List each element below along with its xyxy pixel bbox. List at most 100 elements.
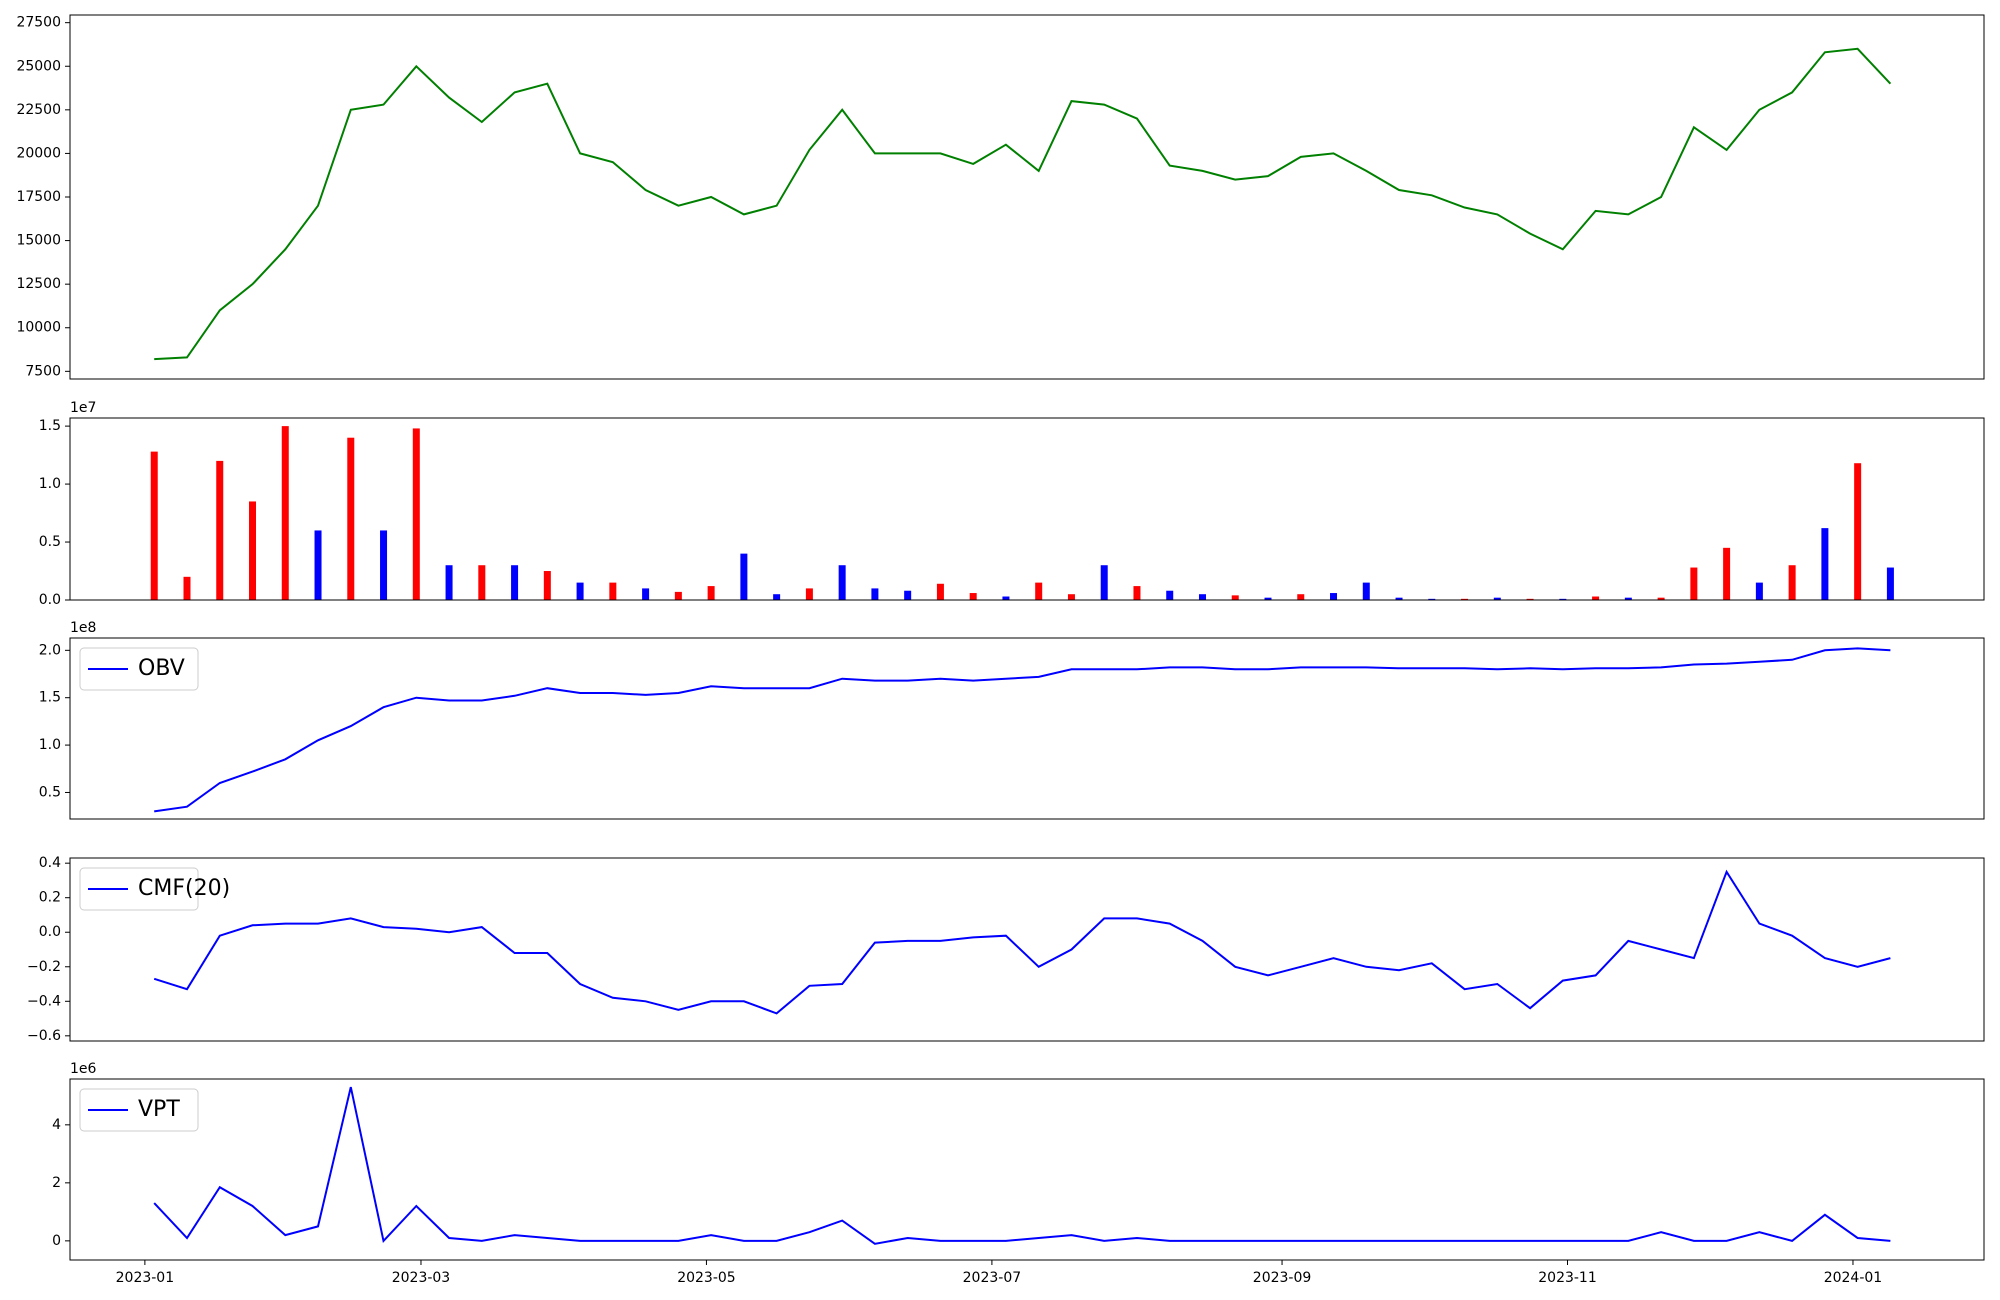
bar [183,576,191,600]
axes-frame [69,637,1985,820]
y-tick-label: 1.5 [39,690,61,706]
bar [1100,565,1108,600]
y-tick-label: −0.4 [27,993,61,1009]
bar [1526,598,1534,600]
bar [1264,597,1272,600]
bar [904,590,912,600]
y-tick-label: 25000 [16,58,61,74]
bar [1461,598,1469,600]
axes-frame [69,14,1985,380]
x-tick-label: 2023-05 [677,1270,736,1286]
y-offset-label: 1e6 [70,1061,97,1077]
bar [936,583,944,600]
bar [1788,565,1796,600]
axes-frame [69,417,1985,601]
bar [1297,594,1305,600]
bar [1002,596,1010,600]
y-tick-label: 7500 [25,363,61,379]
bar [871,588,879,600]
bar [1592,596,1600,600]
line [154,647,1891,813]
legend-label: OBV [138,656,185,681]
y-tick-label: 1.0 [39,476,61,492]
bar [543,571,551,600]
bar [576,582,584,600]
bar [1035,582,1043,600]
bar [1821,528,1829,600]
axes-frame [69,1078,1985,1261]
bar [249,501,257,600]
bar [1559,598,1567,600]
bar [281,426,289,600]
y-tick-label: 0.4 [39,855,61,871]
y-tick-label: 0.0 [39,924,61,940]
y-tick-label: 0 [52,1233,61,1249]
bar [1231,595,1239,600]
bar [150,451,158,600]
bar [1395,597,1403,600]
bar [445,565,453,600]
bar [1330,593,1338,600]
y-tick-label: 0.2 [39,890,61,906]
y-tick-label: 1.0 [39,737,61,753]
bar [674,591,682,600]
bar [347,437,355,600]
y-tick-label: 0.5 [39,534,61,550]
x-tick-label: 2024-01 [1824,1270,1883,1286]
bar [1133,586,1141,600]
legend-label: CMF(20) [138,876,230,901]
bar [412,428,420,600]
axes-frame [69,857,1985,1042]
bar [1428,598,1436,600]
legend-label: VPT [138,1097,180,1122]
y-tick-label: 27500 [16,15,61,31]
legend-box [79,867,199,911]
line [153,869,1891,1015]
bar [642,588,650,600]
bar [1723,547,1731,600]
bar [805,588,813,600]
x-tick-label: 2023-09 [1253,1270,1312,1286]
y-tick-label: −0.2 [27,959,61,975]
bar [1362,582,1370,600]
y-tick-label: 2.0 [39,642,61,658]
y-tick-label: 2 [52,1175,61,1191]
y-tick-label: −0.6 [27,1028,61,1044]
y-tick-label: 1.5 [39,418,61,434]
y-tick-label: 15000 [16,233,61,249]
y-tick-label: 0.5 [39,784,61,800]
bar [1624,597,1632,600]
y-tick-label: 0.0 [39,592,61,608]
bar [1690,567,1698,600]
bar [1198,594,1206,600]
x-tick-label: 2023-03 [392,1270,451,1286]
bar [773,594,781,600]
bar [609,582,617,600]
bar [969,593,977,600]
x-tick-label: 2023-11 [1538,1270,1597,1286]
bar [478,565,486,600]
y-tick-label: 20000 [16,145,61,161]
y-tick-label: 12500 [16,276,61,292]
bar [1755,582,1763,600]
bar [1166,590,1174,600]
bar [1886,567,1894,600]
y-tick-label: 4 [52,1117,61,1133]
y-tick-label: 17500 [16,189,61,205]
y-offset-label: 1e7 [70,400,96,416]
x-tick-label: 2023-07 [963,1270,1022,1286]
line [154,47,1892,361]
y-tick-label: 22500 [16,102,61,118]
x-tick-label: 2023-01 [116,1270,175,1286]
legend-box [79,1088,199,1132]
bar [511,565,519,600]
bar [740,553,748,600]
y-tick-label: 10000 [16,320,61,336]
y-offset-label: 1e8 [70,620,96,636]
bar [216,460,224,600]
bar [380,530,388,600]
legend-box [79,647,199,691]
bar [1854,463,1862,600]
bar [1067,594,1075,600]
